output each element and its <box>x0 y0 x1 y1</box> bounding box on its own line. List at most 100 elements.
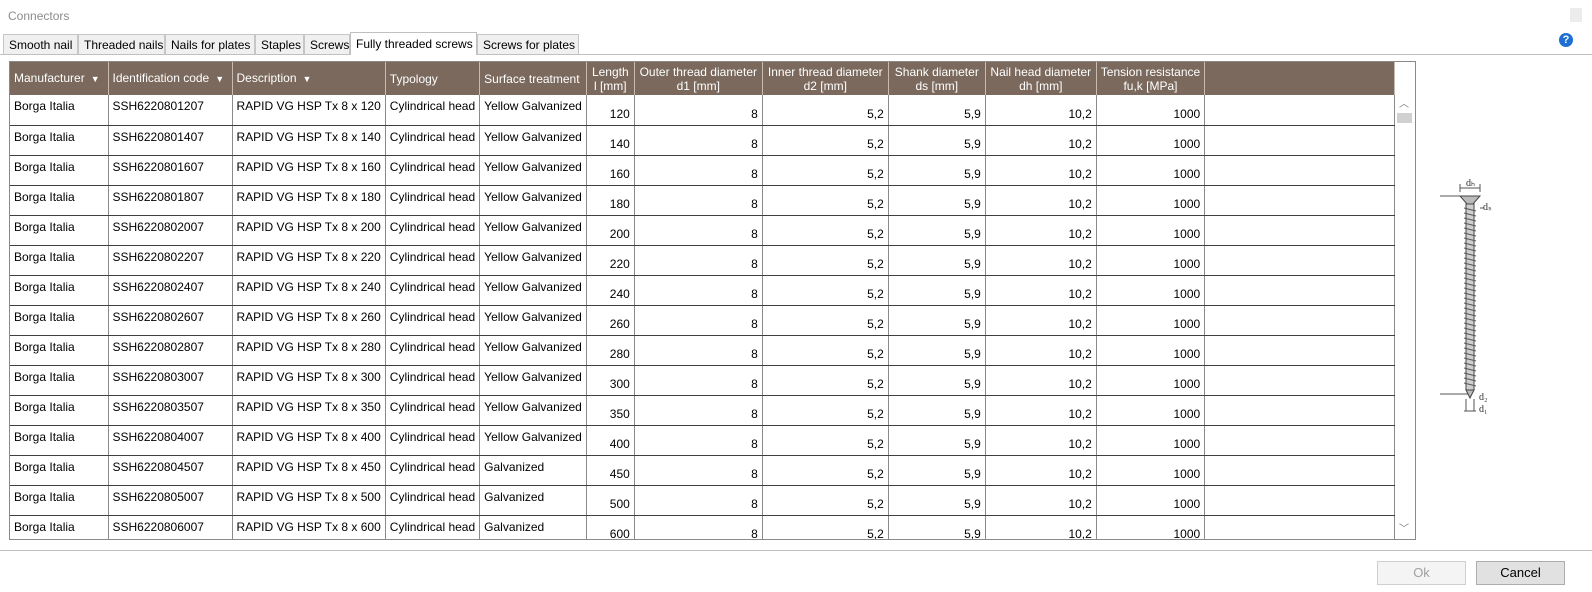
column-header[interactable]: Outer thread diameter d1 [mm] <box>634 62 763 95</box>
scrollbar-thumb[interactable] <box>1397 113 1412 123</box>
table-cell[interactable]: RAPID VG HSP Tx 8 x 240 <box>232 275 386 306</box>
table-cell[interactable]: 5,2 <box>762 185 889 216</box>
table-cell[interactable]: 5,2 <box>762 365 889 396</box>
table-cell[interactable]: 10,2 <box>985 185 1097 216</box>
table-cell[interactable]: Yellow Galvanized <box>479 155 587 186</box>
table-cell[interactable]: Cylindrical head <box>385 275 481 306</box>
table-row[interactable]: Borga Italia SSH6220802207 RAPID VG HSP Tx… <box>10 245 1396 276</box>
column-header[interactable]: Length l [mm] <box>586 62 635 95</box>
table-cell[interactable]: SSH6220804507 <box>108 455 233 486</box>
table-cell[interactable]: 8 <box>634 395 763 426</box>
table-cell[interactable]: 5,2 <box>762 125 889 156</box>
table-cell[interactable]: Cylindrical head <box>385 245 481 276</box>
table-cell[interactable]: 5,9 <box>888 335 986 366</box>
table-cell[interactable]: 1000 <box>1096 215 1206 246</box>
table-cell[interactable]: Borga Italia <box>10 305 109 336</box>
column-header[interactable]: Shank diameter ds [mm] <box>888 62 986 95</box>
table-row[interactable]: Borga Italia SSH6220802807 RAPID VG HSP Tx… <box>10 335 1396 366</box>
table-cell[interactable]: Galvanized <box>479 515 587 539</box>
table-cell[interactable]: RAPID VG HSP Tx 8 x 180 <box>232 185 386 216</box>
table-row[interactable]: Borga Italia SSH6220802407 RAPID VG HSP Tx… <box>10 275 1396 306</box>
table-cell[interactable]: 5,9 <box>888 455 986 486</box>
table-cell[interactable]: 5,2 <box>762 155 889 186</box>
tab-fully-threaded-screws[interactable]: Fully threaded screws <box>350 32 477 55</box>
table-row[interactable]: Borga Italia SSH6220801407 RAPID VG HSP Tx… <box>10 125 1396 156</box>
table-cell[interactable]: Cylindrical head <box>385 425 481 456</box>
table-cell[interactable]: 1000 <box>1096 335 1206 366</box>
table-cell[interactable]: 450 <box>586 455 635 486</box>
column-header[interactable]: Surface treatment <box>479 62 587 95</box>
table-cell[interactable]: RAPID VG HSP Tx 8 x 300 <box>232 365 386 396</box>
table-cell[interactable]: 5,2 <box>762 275 889 306</box>
table-cell[interactable]: RAPID VG HSP Tx 8 x 600 <box>232 515 386 539</box>
table-cell[interactable]: Borga Italia <box>10 125 109 156</box>
table-cell[interactable]: SSH6220802407 <box>108 275 233 306</box>
table-cell[interactable]: 5,2 <box>762 215 889 246</box>
tab-screws[interactable]: Screws <box>304 34 350 54</box>
table-row[interactable]: Borga Italia SSH6220805007 RAPID VG HSP Tx… <box>10 485 1396 516</box>
table-cell[interactable]: 5,9 <box>888 245 986 276</box>
table-row[interactable]: Borga Italia SSH6220804507 RAPID VG HSP Tx… <box>10 455 1396 486</box>
table-cell[interactable]: SSH6220804007 <box>108 425 233 456</box>
table-cell[interactable]: 8 <box>634 275 763 306</box>
table-cell[interactable]: 300 <box>586 365 635 396</box>
table-cell[interactable]: Cylindrical head <box>385 395 481 426</box>
table-cell[interactable]: Cylindrical head <box>385 185 481 216</box>
table-cell[interactable]: 8 <box>634 215 763 246</box>
table-cell[interactable]: 8 <box>634 125 763 156</box>
table-row[interactable]: Borga Italia SSH6220804007 RAPID VG HSP Tx… <box>10 425 1396 456</box>
table-cell[interactable]: 1000 <box>1096 245 1206 276</box>
table-cell[interactable]: 10,2 <box>985 245 1097 276</box>
table-cell[interactable]: 5,9 <box>888 395 986 426</box>
table-cell[interactable]: 10,2 <box>985 95 1097 126</box>
table-cell[interactable]: 10,2 <box>985 125 1097 156</box>
table-cell[interactable]: 260 <box>586 305 635 336</box>
table-row[interactable]: Borga Italia SSH6220801207 RAPID VG HSP Tx… <box>10 95 1396 126</box>
table-cell[interactable]: 120 <box>586 95 635 126</box>
table-cell[interactable]: 280 <box>586 335 635 366</box>
table-cell[interactable]: RAPID VG HSP Tx 8 x 140 <box>232 125 386 156</box>
table-cell[interactable]: RAPID VG HSP Tx 8 x 400 <box>232 425 386 456</box>
table-cell[interactable]: SSH6220805007 <box>108 485 233 516</box>
table-cell[interactable]: 10,2 <box>985 395 1097 426</box>
table-cell[interactable]: 5,9 <box>888 305 986 336</box>
table-cell[interactable]: 10,2 <box>985 215 1097 246</box>
scroll-down-icon[interactable]: ﹀ <box>1399 524 1409 535</box>
table-cell[interactable]: 5,9 <box>888 215 986 246</box>
table-cell[interactable]: 8 <box>634 425 763 456</box>
table-cell[interactable]: 10,2 <box>985 335 1097 366</box>
table-cell[interactable]: 10,2 <box>985 485 1097 516</box>
table-cell[interactable]: Borga Italia <box>10 425 109 456</box>
table-cell[interactable]: 400 <box>586 425 635 456</box>
table-cell[interactable]: SSH6220801607 <box>108 155 233 186</box>
table-cell[interactable]: Cylindrical head <box>385 515 481 539</box>
table-cell[interactable]: SSH6220801207 <box>108 95 233 126</box>
table-cell[interactable]: SSH6220802607 <box>108 305 233 336</box>
table-cell[interactable]: Galvanized <box>479 455 587 486</box>
table-cell[interactable]: SSH6220801407 <box>108 125 233 156</box>
table-cell[interactable]: SSH6220806007 <box>108 515 233 539</box>
tab-screws-for-plates[interactable]: Screws for plates <box>477 34 579 54</box>
table-cell[interactable]: 180 <box>586 185 635 216</box>
table-cell[interactable]: Yellow Galvanized <box>479 245 587 276</box>
table-cell[interactable]: RAPID VG HSP Tx 8 x 500 <box>232 485 386 516</box>
table-cell[interactable]: Borga Italia <box>10 245 109 276</box>
table-cell[interactable]: Borga Italia <box>10 155 109 186</box>
table-cell[interactable]: 5,9 <box>888 485 986 516</box>
table-cell[interactable]: 10,2 <box>985 305 1097 336</box>
table-cell[interactable]: 600 <box>586 515 635 539</box>
table-cell[interactable]: 10,2 <box>985 275 1097 306</box>
tab-staples[interactable]: Staples <box>255 34 304 54</box>
table-cell[interactable]: 1000 <box>1096 185 1206 216</box>
table-cell[interactable]: 1000 <box>1096 485 1206 516</box>
table-cell[interactable]: 240 <box>586 275 635 306</box>
column-header[interactable]: Manufacturer ▼ <box>10 62 109 95</box>
table-cell[interactable]: Yellow Galvanized <box>479 275 587 306</box>
table-cell[interactable]: Borga Italia <box>10 485 109 516</box>
table-cell[interactable]: 5,9 <box>888 365 986 396</box>
tab-nails-for-plates[interactable]: Nails for plates <box>165 34 255 54</box>
table-cell[interactable]: Yellow Galvanized <box>479 365 587 396</box>
table-cell[interactable]: 10,2 <box>985 365 1097 396</box>
table-row[interactable]: Borga Italia SSH6220806007 RAPID VG HSP Tx… <box>10 515 1396 539</box>
table-cell[interactable]: 5,2 <box>762 95 889 126</box>
